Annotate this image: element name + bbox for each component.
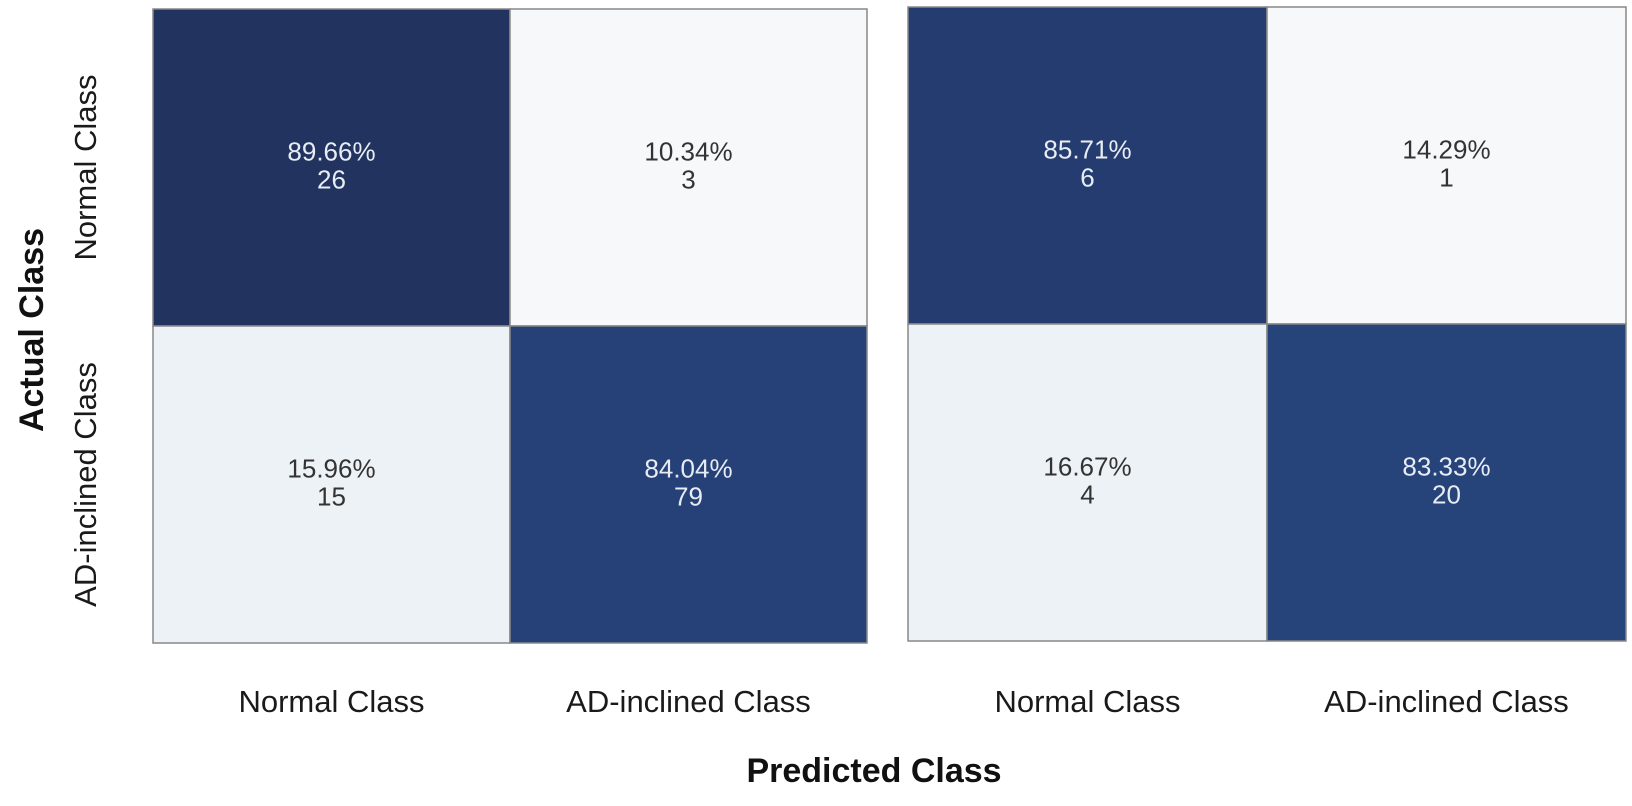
matrix-1-cell-0-1-count: 1 [1439,163,1453,193]
matrix-0-cell-1-1-percent: 84.04% [644,454,732,484]
matrix-1-cell-0-0-count: 6 [1080,163,1094,193]
matrix-0-y-tick-1: AD-inclined Class [68,362,103,607]
matrix-0-cell-1-1 [509,325,868,644]
matrix-0-cell-1-0 [152,325,511,644]
matrix-0-cell-1-0-percent: 15.96% [287,454,375,484]
confusion-matrix-left: 89.66%26 10.34%3 15.96%15 84.04%79 Normal Cl… [68,8,868,719]
matrix-0-cell-1-1-count: 79 [674,482,703,512]
matrix-0-cell-1-0-count: 15 [317,482,346,512]
confusion-matrix-right: 85.71%6 14.29%1 16.67%4 83.33%20 Normal Clas… [907,6,1627,719]
matrix-1-cell-1-0 [907,323,1268,642]
matrix-1-cell-1-1-count: 20 [1432,480,1461,510]
matrix-0-cell-0-0-percent: 89.66% [287,137,375,167]
matrix-0-cell-0-1 [509,8,868,327]
matrix-1-cell-0-0-percent: 85.71% [1043,135,1131,165]
matrix-1-cell-1-1-percent: 83.33% [1402,452,1490,482]
matrix-0-cell-0-1-count: 3 [681,165,695,195]
x-axis-title: Predicted Class [746,752,1001,790]
matrix-1-x-tick-0: Normal Class [994,684,1180,719]
matrix-1-cell-0-0 [907,6,1268,325]
matrix-0-cell-0-0 [152,8,511,327]
matrix-0-cell-0-1-percent: 10.34% [644,137,732,167]
matrix-1-cell-0-1 [1266,6,1627,325]
matrix-1-cell-1-1 [1266,323,1627,642]
matrix-1-cell-0-1-percent: 14.29% [1402,135,1490,165]
matrix-1-x-tick-1: AD-inclined Class [1324,684,1569,719]
matrix-0-cell-0-0-count: 26 [317,165,346,195]
matrix-1-cell-1-0-percent: 16.67% [1043,452,1131,482]
matrix-0-x-tick-0: Normal Class [238,684,424,719]
matrix-0-x-tick-1: AD-inclined Class [566,684,811,719]
matrix-0-y-tick-0: Normal Class [68,74,103,260]
matrix-1-cell-1-0-count: 4 [1080,480,1094,510]
y-axis-title: Actual Class [13,228,51,432]
